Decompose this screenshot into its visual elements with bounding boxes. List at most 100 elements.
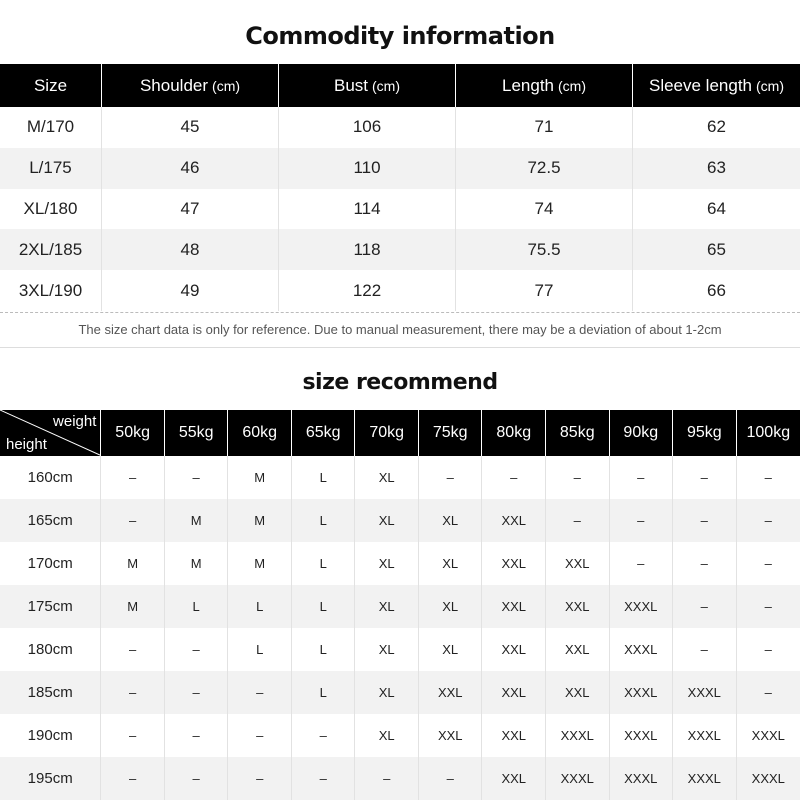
size-cell: XXXL xyxy=(673,671,737,714)
table-row: 165cm – M M L XL XL XXL – – – – xyxy=(0,499,800,542)
table-cell: 114 xyxy=(279,188,456,230)
size-cell: XXL xyxy=(546,585,610,628)
weight-header: 80kg xyxy=(482,410,546,456)
table-cell: XL/180 xyxy=(0,188,102,230)
size-cell: – xyxy=(228,671,292,714)
size-cell: L xyxy=(228,585,292,628)
header-bust: Bust (cm) xyxy=(279,64,456,107)
size-cell: L xyxy=(228,628,292,671)
weight-header: 85kg xyxy=(546,410,610,456)
size-cell: XXXL xyxy=(546,714,610,757)
recommend-table: weight height 50kg 55kg 60kg 65kg 70kg 75kg 80… xyxy=(0,410,800,800)
weight-header: 60kg xyxy=(228,410,292,456)
table-cell: 45 xyxy=(102,107,279,148)
size-cell: XXL xyxy=(419,671,483,714)
weight-header: 70kg xyxy=(355,410,419,456)
table-row: 160cm – – M L XL – – – – – – xyxy=(0,456,800,499)
table-cell: 49 xyxy=(102,270,279,311)
size-cell: – xyxy=(673,542,737,585)
size-cell: – xyxy=(228,714,292,757)
size-cell: M xyxy=(228,499,292,542)
corner-height-label: height xyxy=(6,436,47,453)
height-label: 160cm xyxy=(0,456,102,499)
header-sleeve-length: Sleeve length (cm) xyxy=(633,64,800,107)
size-cell: – xyxy=(101,757,165,800)
size-cell: – xyxy=(228,757,292,800)
size-cell: – xyxy=(101,628,165,671)
corner-cell: weight height xyxy=(0,410,102,456)
size-cell: – xyxy=(546,456,610,499)
size-cell: – xyxy=(165,456,229,499)
size-cell: M xyxy=(228,456,292,499)
recommend-title: size recommend xyxy=(302,370,498,395)
size-cell: XXXL xyxy=(673,757,737,800)
size-cell: XXL xyxy=(482,542,546,585)
size-cell: XXL xyxy=(546,628,610,671)
size-cell: L xyxy=(292,542,356,585)
size-cell: XXXL xyxy=(546,757,610,800)
header-unit: (cm) xyxy=(756,77,785,94)
size-cell: XXXL xyxy=(673,714,737,757)
table-row: 195cm – – – – – – XXL XXXL XXXL XXXL XXXL xyxy=(0,757,800,800)
table-cell: 47 xyxy=(102,188,279,230)
header-shoulder: Shoulder (cm) xyxy=(102,64,279,107)
table-row: 175cm M L L L XL XL XXL XXL XXXL – – xyxy=(0,585,800,628)
table-row: 3XL/190 49 122 77 66 xyxy=(0,270,800,311)
size-cell: – xyxy=(673,628,737,671)
size-cell: XXXL xyxy=(610,628,674,671)
table-cell: 118 xyxy=(279,229,456,271)
size-cell: – xyxy=(101,714,165,757)
size-cell: XL xyxy=(355,714,419,757)
table-cell: 122 xyxy=(279,270,456,311)
size-cell: – xyxy=(482,456,546,499)
table-row: 185cm – – – L XL XXL XXL XXL XXXL XXXL – xyxy=(0,671,800,714)
size-cell: – xyxy=(355,757,419,800)
size-cell: – xyxy=(165,671,229,714)
table-cell: 62 xyxy=(707,117,726,137)
table-row: M/170 45 106 71 62 xyxy=(0,107,800,148)
header-label: Size xyxy=(33,75,68,95)
size-cell: XL xyxy=(355,585,419,628)
size-cell: XL xyxy=(355,671,419,714)
recommend-table-header: weight height 50kg 55kg 60kg 65kg 70kg 75kg 80… xyxy=(0,410,800,456)
weight-header: 90kg xyxy=(610,410,674,456)
header-label: Sleeve length xyxy=(648,75,753,95)
size-cell: – xyxy=(292,714,356,757)
header-label: Bust xyxy=(333,75,369,95)
table-cell: 64 xyxy=(707,198,726,218)
size-cell: – xyxy=(764,642,772,657)
size-cell: – xyxy=(610,456,674,499)
table-cell: 72.5 xyxy=(456,147,633,189)
table-cell: 48 xyxy=(102,229,279,271)
table-row: 180cm – – L L XL XL XXL XXL XXXL – – xyxy=(0,628,800,671)
size-cell: XXL xyxy=(482,671,546,714)
size-cell: – xyxy=(764,556,772,571)
size-cell: XL xyxy=(419,585,483,628)
table-cell: 106 xyxy=(279,107,456,148)
size-cell: XXXL xyxy=(610,585,674,628)
size-cell: L xyxy=(292,499,356,542)
size-cell: XXXL xyxy=(610,714,674,757)
size-cell: XL xyxy=(419,542,483,585)
size-cell: XL xyxy=(355,456,419,499)
size-cell: – xyxy=(101,499,165,542)
size-cell: XL xyxy=(355,542,419,585)
height-label: 185cm xyxy=(0,671,102,714)
height-label: 170cm xyxy=(0,542,102,585)
recommend-table-body: 160cm – – M L XL – – – – – –165cm – M M L XL XL XXL – – – –170… xyxy=(0,456,800,800)
table-cell: 110 xyxy=(279,147,456,189)
size-cell: XXL xyxy=(482,585,546,628)
header-unit: (cm) xyxy=(372,77,401,94)
measurement-note: The size chart data is only for referenc… xyxy=(0,312,800,348)
height-label: 175cm xyxy=(0,585,102,628)
size-cell: L xyxy=(292,585,356,628)
table-row: 2XL/185 48 118 75.5 65 xyxy=(0,229,800,271)
weight-header: 50kg xyxy=(101,410,165,456)
table-cell: 66 xyxy=(707,280,726,300)
header-unit: (cm) xyxy=(558,77,586,94)
size-cell: XXXL xyxy=(610,671,674,714)
size-cell: – xyxy=(101,671,165,714)
table-cell: 46 xyxy=(102,147,279,189)
size-cell: XXXL xyxy=(751,728,785,743)
table-cell: 71 xyxy=(456,107,633,148)
